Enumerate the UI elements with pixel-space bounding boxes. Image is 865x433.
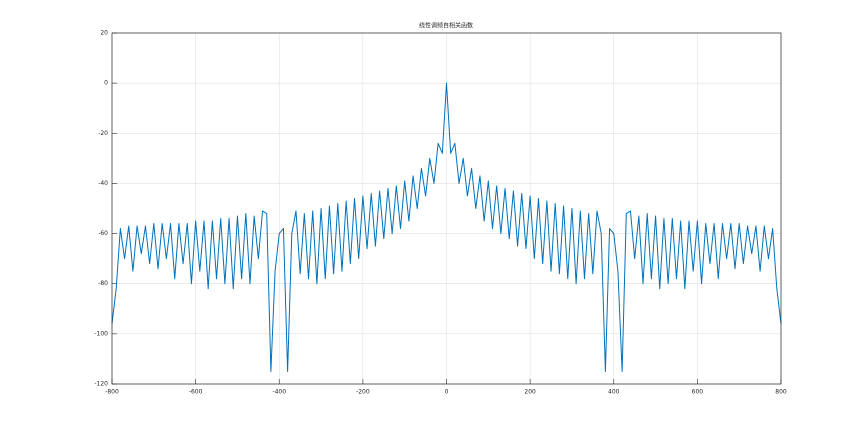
x-tick-label: 800 [775, 389, 787, 396]
y-tick-label: -80 [98, 280, 108, 287]
y-tick-label: 20 [100, 30, 108, 37]
y-tick-label: -60 [98, 230, 108, 237]
x-tick-label: -400 [272, 389, 286, 396]
y-tick-label: -120 [94, 381, 108, 388]
plot-frame [111, 32, 782, 385]
x-tick-label: -200 [356, 389, 370, 396]
data-line [111, 82, 782, 372]
x-tick-label: -600 [189, 389, 203, 396]
x-tick-label: 600 [692, 389, 704, 396]
y-tick-label: -100 [94, 330, 108, 337]
y-tick-label: -20 [98, 130, 108, 137]
y-tick-label: 0 [104, 80, 108, 87]
x-tick-label: -800 [105, 389, 119, 396]
y-tick-label: -40 [98, 180, 108, 187]
chart-title: 线性调频自相关函数 [419, 22, 473, 30]
x-tick-label: 200 [524, 389, 536, 396]
x-tick-label: 0 [445, 389, 449, 396]
x-tick-label: 400 [608, 389, 620, 396]
